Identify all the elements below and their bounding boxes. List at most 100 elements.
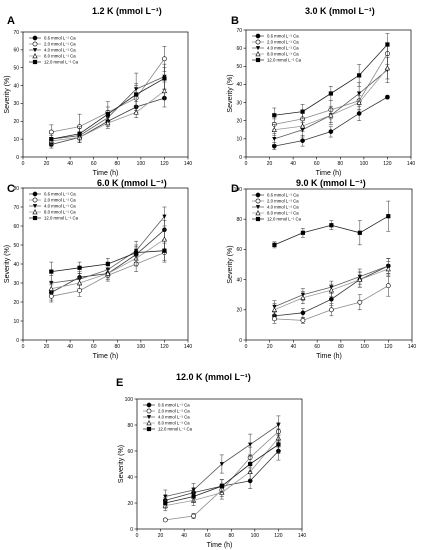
legend: 0.6 mmol L⁻¹ Ca2.0 mmol L⁻¹ Ca4.0 mmol L…	[29, 192, 79, 221]
x-tick-label: 60	[314, 161, 320, 167]
legend-label: 2.0 mmol L⁻¹ Ca	[44, 42, 76, 47]
plot-frame	[245, 188, 413, 341]
y-tick-label: 70	[13, 30, 19, 36]
data-point	[76, 280, 83, 286]
data-point	[272, 242, 277, 247]
data-point	[162, 517, 168, 523]
x-tick-label: 100	[360, 344, 369, 350]
series-4	[163, 435, 281, 509]
data-point	[357, 73, 362, 78]
x-tick-label: 40	[290, 161, 296, 167]
x-tick-label: 100	[137, 344, 146, 350]
data-point	[191, 488, 196, 493]
x-tick-label: 140	[407, 161, 416, 167]
data-point	[356, 111, 362, 116]
series-3	[271, 261, 391, 317]
legend-marker	[32, 41, 38, 47]
x-tick-label: 120	[384, 344, 393, 350]
x-tick-label: 0	[22, 161, 25, 167]
data-point	[329, 296, 334, 302]
data-point	[77, 265, 82, 270]
x-tick-label: 60	[91, 161, 97, 167]
y-tick-label: 20	[236, 308, 242, 314]
data-point	[300, 109, 305, 114]
legend-marker	[146, 426, 152, 432]
data-point	[77, 131, 82, 136]
legend-marker	[32, 215, 38, 221]
x-tick-label: 40	[291, 344, 297, 350]
panel-letter: E	[116, 377, 123, 389]
series-line	[165, 431, 279, 521]
x-axis-label: Time (h)	[93, 353, 119, 360]
panel-title: 12.0 K (mmol L⁻¹)	[176, 372, 251, 382]
y-tick-label: 40	[236, 277, 242, 283]
legend-label: 2.0 mmol L⁻¹ Ca	[44, 198, 76, 203]
y-tick-label: 70	[13, 205, 19, 211]
series-2	[163, 415, 281, 504]
x-tick-label: 140	[184, 161, 193, 167]
data-point	[105, 270, 111, 276]
legend-label: 0.6 mmol L⁻¹ Ca	[44, 192, 76, 197]
legend-marker	[146, 415, 152, 420]
legend-marker	[255, 46, 261, 51]
y-tick-label: 50	[13, 66, 19, 72]
x-axis-label: Time (h)	[207, 542, 233, 549]
y-tick-label: 40	[13, 83, 19, 89]
series-4	[272, 200, 391, 249]
x-tick-label: 0	[22, 344, 25, 350]
series-0	[271, 94, 390, 150]
panel-d: D 9.0 K (mmol L⁻¹) 0 20 40 60 80 100 120 140 0 20 40…	[227, 178, 416, 360]
data-point	[328, 112, 334, 118]
x-tick-label: 80	[338, 344, 344, 350]
y-axis-label: Severity (%)	[4, 245, 11, 283]
x-tick-label: 40	[67, 161, 73, 167]
legend-marker	[255, 57, 261, 63]
panel-title: 1.2 K (mmol L⁻¹)	[92, 6, 162, 16]
legend-label: 12.0 mmol L⁻¹ Ca	[44, 60, 79, 65]
y-axis-label: Severity (%)	[227, 74, 234, 112]
legend-label: 2.0 mmol L⁻¹ Ca	[267, 199, 299, 204]
data-point	[105, 112, 110, 117]
panel-letter: A	[7, 15, 15, 27]
data-point	[163, 500, 168, 506]
legend-label: 4.0 mmol L⁻¹ Ca	[267, 46, 299, 51]
data-point	[276, 423, 281, 428]
x-axis-label: Time (h)	[316, 170, 342, 177]
legend-label: 8.0 mmol L⁻¹ Ca	[44, 54, 76, 59]
legend-label: 2.0 mmol L⁻¹ Ca	[158, 409, 190, 414]
legend-marker	[255, 210, 261, 216]
y-tick-label: 60	[236, 46, 242, 52]
data-point	[77, 288, 82, 293]
data-point	[272, 136, 277, 142]
legend-marker	[32, 53, 38, 59]
legend-marker	[32, 197, 38, 203]
y-tick-label: 20	[236, 119, 242, 125]
x-tick-label: 80	[338, 161, 344, 167]
y-tick-label: 30	[236, 100, 242, 106]
data-point	[276, 442, 281, 447]
data-point	[105, 120, 111, 126]
data-point	[162, 56, 167, 62]
data-point	[272, 113, 277, 118]
y-tick-label: 60	[13, 224, 19, 230]
y-tick-label: 40	[236, 82, 242, 88]
data-point	[386, 214, 391, 219]
data-point	[163, 494, 168, 499]
y-tick-label: 80	[236, 217, 242, 223]
panel-letter: D	[231, 183, 239, 195]
data-point	[219, 462, 224, 467]
data-point	[49, 137, 54, 142]
x-tick-label: 120	[274, 533, 283, 539]
plot-frame	[22, 31, 189, 158]
x-tick-label: 140	[408, 344, 417, 350]
data-point	[357, 230, 362, 235]
x-tick-label: 60	[91, 344, 97, 350]
legend-marker	[255, 205, 261, 210]
y-tick-label: 0	[16, 155, 19, 161]
legend-marker	[255, 51, 261, 57]
legend-marker	[146, 420, 152, 426]
x-tick-label: 80	[115, 161, 121, 167]
legend-marker	[255, 39, 261, 45]
data-point	[271, 306, 278, 312]
legend: 0.6 mmol L⁻¹ Ca2.0 mmol L⁻¹ Ca4.0 mmol L…	[252, 193, 302, 222]
